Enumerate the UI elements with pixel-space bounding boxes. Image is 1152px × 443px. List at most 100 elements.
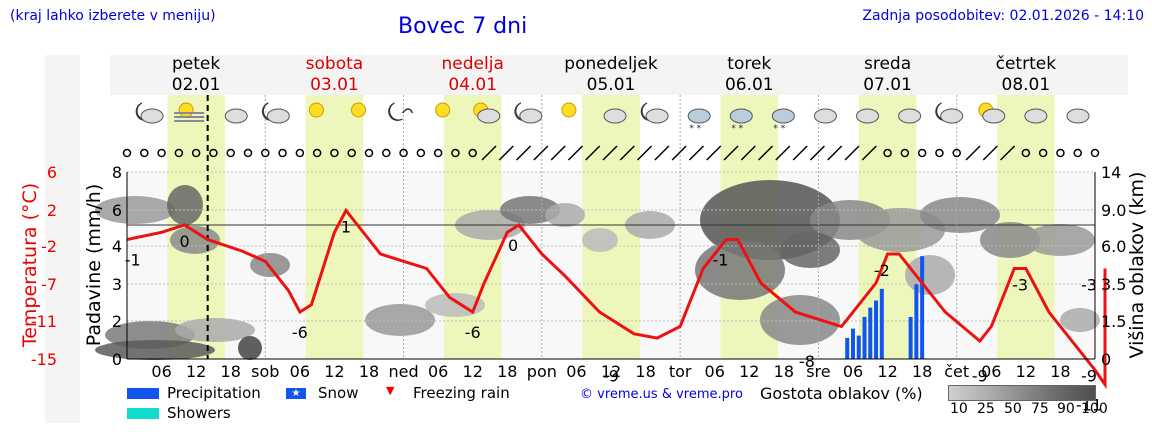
wind-barb	[723, 145, 739, 161]
cloud-icon	[519, 108, 543, 124]
wind-barb	[671, 145, 687, 161]
temperature-label: -3	[1012, 276, 1028, 295]
partly-cloudy-icon	[603, 108, 627, 124]
hour-tick-label: 18	[359, 362, 379, 381]
day-name: četrtek	[996, 54, 1057, 74]
legend-freezing-rain: Freezing rain	[413, 384, 510, 402]
wind-barb	[982, 145, 998, 161]
cloud-scale-label: 75	[1031, 401, 1049, 417]
wind-calm-marker	[1073, 148, 1082, 158]
day-header-bg	[110, 55, 1128, 95]
cloud-icon	[813, 108, 837, 124]
wind-barb	[809, 145, 825, 161]
snow-cloud-icon: * *	[687, 108, 711, 134]
wind-barb	[844, 145, 860, 161]
partly-cloudy-night-icon	[935, 102, 964, 124]
day-name: nedelja	[442, 54, 504, 74]
wind-barb	[1000, 145, 1016, 161]
cloud-icon	[477, 108, 501, 124]
sun-icon	[350, 102, 366, 118]
precip-axis-title: Padavine (mm/h)	[83, 184, 105, 347]
legend-snow: Snow	[318, 384, 359, 402]
day-abbrev-label: čet	[944, 362, 969, 381]
cloud-icon	[645, 108, 669, 124]
temperature-label: -2	[874, 261, 890, 280]
cloud-icon	[771, 108, 795, 124]
cloud-height-axis-title: Višina oblakov (km)	[1126, 172, 1148, 359]
cloud-icon	[898, 108, 922, 124]
precipitation-bar	[914, 284, 919, 359]
hour-tick-label: 12	[877, 362, 897, 381]
wind-calm-marker	[122, 148, 132, 158]
cloud-density-blob	[780, 232, 840, 268]
cloud-icon	[687, 108, 711, 124]
temperature-label: 1	[341, 218, 351, 237]
wind-calm-marker	[382, 148, 391, 158]
cloud-icon	[940, 108, 964, 124]
hour-tick-label: 06	[566, 362, 586, 381]
sun-icon	[308, 102, 324, 118]
wind-barb	[965, 145, 981, 161]
temperature-label: 0	[508, 236, 518, 255]
precipitation-bar	[845, 337, 850, 359]
snow-cloud-icon: * *	[771, 108, 795, 134]
hour-tick-label: 18	[912, 362, 932, 381]
wind-calm-marker	[451, 148, 460, 158]
precip-tick: 0	[112, 350, 122, 369]
wind-calm-marker	[917, 148, 927, 158]
wind-calm-marker	[330, 148, 339, 158]
snowflake-icon: * *	[773, 124, 785, 134]
day-name: sobota	[306, 54, 364, 74]
last-updated: Zadnja posodobitev: 02.01.2026 - 14:10	[862, 8, 1144, 24]
daylight-band	[305, 95, 364, 359]
cloud-density-blob	[905, 255, 955, 295]
precip-tick: 4	[112, 237, 122, 256]
day-abbrev-label: sre	[806, 362, 830, 381]
temperature-label: -9	[972, 367, 988, 386]
day-date: 06.01	[725, 75, 774, 95]
temp-axis-title: Temperatura (°C)	[19, 183, 41, 348]
wind-calm-marker	[140, 148, 149, 158]
wind-barb	[602, 145, 618, 161]
hour-tick-label: 06	[151, 362, 171, 381]
hour-tick-label: 12	[739, 362, 759, 381]
wind-calm-marker	[295, 148, 305, 158]
cloud-density-blob	[175, 318, 255, 342]
cloud-scale-label: 100	[1081, 401, 1108, 417]
temperature-label: -3	[1081, 276, 1097, 295]
wind-calm-marker	[157, 148, 166, 158]
hour-tick-label: 18	[635, 362, 655, 381]
temperature-label: -9	[1081, 367, 1097, 386]
cloud-icon	[729, 108, 753, 124]
precip-tick: 6	[112, 201, 122, 220]
freezing-rain-icon: ▼	[386, 384, 395, 397]
wind-icon	[401, 108, 414, 114]
snow-cloud-icon: * *	[729, 108, 753, 134]
partly-cloudy-sun-icon	[473, 102, 501, 124]
snow-swatch-icon: ★	[286, 388, 306, 399]
temperature-label: 0	[180, 232, 190, 251]
wind-barb	[516, 145, 532, 161]
temp-tick: 6	[47, 163, 57, 182]
sun-icon	[561, 102, 577, 118]
day-name: torek	[727, 54, 771, 74]
wind-barb	[567, 145, 583, 161]
sun-icon	[435, 102, 451, 118]
day-name: sreda	[864, 54, 911, 74]
cloud-scale-label: 10	[950, 401, 968, 417]
temp-tick: -2	[41, 237, 57, 256]
cloud-density-blob	[920, 197, 1000, 233]
wind-calm-marker	[883, 148, 892, 158]
hour-tick-label: 12	[324, 362, 344, 381]
precip-tick: 3	[112, 275, 122, 294]
wind-calm-marker	[433, 148, 443, 158]
precipitation-bar	[874, 300, 879, 359]
left-panel	[45, 55, 80, 423]
day-name: petek	[172, 54, 220, 74]
cloud-height-tick: 1.5	[1101, 312, 1126, 331]
wind-calm-marker	[312, 148, 322, 158]
day-abbrev-label: ned	[389, 362, 419, 381]
precipitation-bar	[920, 256, 925, 359]
partly-cloudy-night-icon	[135, 102, 164, 124]
